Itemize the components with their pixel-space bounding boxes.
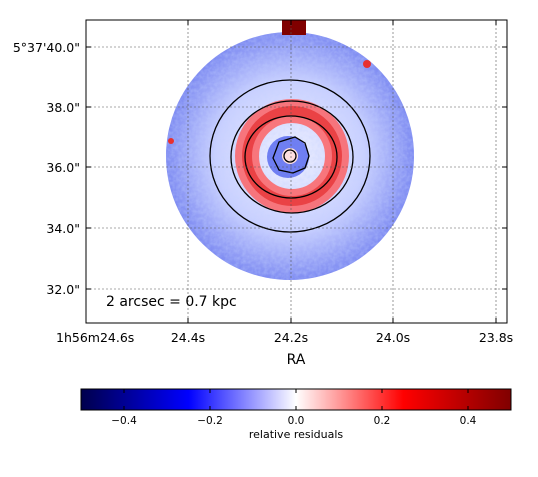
residual-hot-block: [282, 20, 306, 35]
x-axis: 1h56m24.6s 24.4s 24.2s 24.0s 23.8s: [56, 20, 513, 345]
x-tick-label: 24.4s: [171, 330, 205, 345]
colorbar-tick-label: −0.2: [197, 415, 223, 427]
scale-annotation: 2 arcsec = 0.7 kpc: [106, 294, 237, 310]
colorbar-tick-label: 0.0: [288, 415, 305, 427]
x-tick-label: 23.8s: [479, 330, 513, 345]
contour-line: [230, 100, 354, 214]
plot-frame: [85, 19, 508, 324]
colorbar-title: relative residuals: [249, 428, 344, 441]
y-tick-label: 36.0": [46, 160, 80, 175]
residual-spot: [168, 138, 174, 144]
colorbar-tick-label: 0.2: [374, 415, 391, 427]
residual-spot: [363, 60, 371, 68]
y-tick-label: 34.0": [46, 221, 80, 236]
colorbar-tick-label: 0.4: [460, 415, 477, 427]
contour-line: [272, 136, 310, 174]
x-tick-label: 24.2s: [274, 330, 308, 345]
x-tick-label: 1h56m24.6s: [56, 330, 134, 345]
x-axis-title: RA: [287, 352, 306, 368]
grid: [86, 20, 507, 323]
y-tick-label: 32.0": [46, 282, 80, 297]
colorbar-tick-label: −0.4: [111, 415, 137, 427]
y-tick-label: 38.0": [46, 100, 80, 115]
y-tick-label: 5°37'40.0": [13, 40, 80, 55]
colorbar-axis: −0.4 −0.2 0.0 0.2 0.4: [111, 389, 477, 427]
contour-line: [209, 79, 371, 233]
plot-area: [86, 20, 507, 323]
contour-line: [283, 149, 297, 163]
y-axis: 5°37'40.0" 38.0" 36.0" 34.0" 32.0": [13, 40, 507, 297]
x-tick-label: 24.0s: [376, 330, 410, 345]
